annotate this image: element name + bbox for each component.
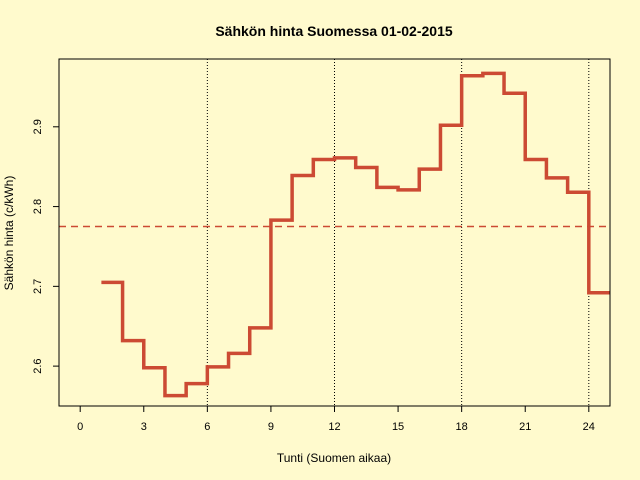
y-axis: 2.6 2.7 2.8 2.9 xyxy=(32,119,59,374)
x-axis-title: Tunti (Suomen aikaa) xyxy=(277,451,391,465)
x-tick-label: 6 xyxy=(204,421,210,433)
x-tick-label: 18 xyxy=(456,421,468,433)
x-tick-label: 3 xyxy=(141,421,147,433)
y-tick-label: 2.9 xyxy=(32,119,44,134)
x-axis: 0 3 6 9 12 15 18 21 24 xyxy=(77,406,595,433)
x-tick-label: 21 xyxy=(519,421,531,433)
x-tick-label: 24 xyxy=(583,421,595,433)
chart-title: Sähkön hinta Suomessa 01-02-2015 xyxy=(215,23,453,39)
price-step-line xyxy=(101,71,610,398)
y-axis-title: Sähkön hinta (c/kWh) xyxy=(2,176,16,291)
x-tick-label: 9 xyxy=(268,421,274,433)
price-series xyxy=(101,71,610,398)
y-tick-label: 2.8 xyxy=(32,199,44,214)
y-tick-label: 2.7 xyxy=(32,279,44,294)
x-tick-label: 0 xyxy=(77,421,83,433)
x-tick-label: 15 xyxy=(392,421,404,433)
y-tick-label: 2.6 xyxy=(32,358,44,373)
x-tick-label: 12 xyxy=(328,421,340,433)
